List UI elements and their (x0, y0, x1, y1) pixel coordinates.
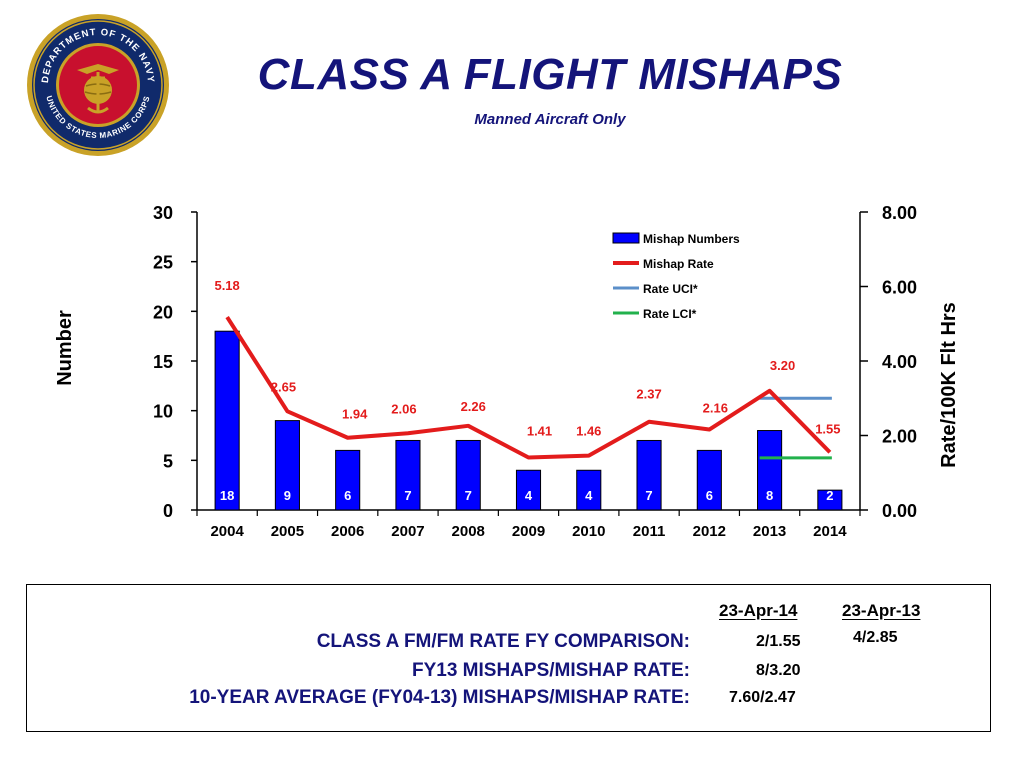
rate-label-2008: 2.26 (461, 399, 486, 414)
right-tick-label: 2.00 (882, 427, 917, 447)
left-tick-label: 10 (153, 402, 173, 422)
mishap-rate-line (225, 315, 832, 460)
mishap-chart: 0 5 10 15 20 25 30 0.00 2.00 4.00 6.00 8.00 2004 2005… (54, 203, 960, 540)
left-tick-label: 25 (153, 253, 173, 273)
bar-label-2010: 4 (585, 488, 593, 503)
bar-label-2007: 7 (404, 488, 411, 503)
x-tick-label: 2012 (693, 523, 726, 540)
x-tick-label: 2004 (210, 523, 244, 540)
left-tick-label: 30 (153, 203, 173, 223)
bar-2004 (214, 330, 240, 511)
fy13-mishap-rate-label: FY13 MISHAPS/MISHAP RATE: (411, 660, 690, 681)
rate-comparison-panel: 23-Apr-14 23-Apr-13 CLASS A FM/FM RATE F… (26, 584, 991, 732)
page-title: CLASS A FLIGHT MISHAPS (257, 50, 843, 99)
bar-2010 (576, 469, 602, 511)
rate-label-2004: 5.18 (214, 278, 239, 293)
x-tick-label: 2013 (753, 523, 786, 540)
bar-2014 (817, 489, 843, 511)
rate-label-2013: 3.20 (770, 358, 795, 373)
page-subtitle: Manned Aircraft Only (474, 111, 626, 128)
bar-2005 (274, 420, 300, 511)
legend-label-rate-lci: Rate LCI* (643, 307, 697, 321)
right-tick-label: 6.00 (882, 278, 917, 298)
bar-2007 (395, 439, 421, 511)
bar-label-2006: 6 (344, 488, 351, 503)
bar-label-2004: 18 (220, 488, 234, 503)
ten-year-average-label: 10-YEAR AVERAGE (FY04-13) MISHAPS/MISHAP… (189, 687, 690, 708)
left-tick-label: 15 (153, 352, 173, 372)
rate-label-2005: 2.65 (271, 379, 296, 394)
x-tick-label: 2010 (572, 523, 605, 540)
rate-label-2006: 1.94 (342, 407, 368, 422)
rate-label-2011: 2.37 (636, 387, 661, 402)
x-tick-label: 2014 (813, 523, 847, 540)
bar-label-2013: 8 (766, 488, 773, 503)
legend-label-mishap-numbers: Mishap Numbers (643, 232, 740, 246)
fy13-mishap-rate-value: 8/3.20 (756, 662, 801, 679)
bar-label-2008: 7 (465, 488, 472, 503)
x-tick-label: 2005 (271, 523, 304, 540)
column-header-current: 23-Apr-14 (719, 601, 798, 620)
right-tick-label: 0.00 (882, 501, 917, 521)
bar-label-2011: 7 (645, 488, 652, 503)
left-tick-label: 0 (163, 501, 173, 521)
x-tick-label: 2006 (331, 523, 364, 540)
rate-label-2012: 2.16 (703, 401, 728, 416)
fm-rate-comparison-current: 2/1.55 (756, 633, 801, 650)
x-tick-label: 2009 (512, 523, 545, 540)
y-axis-title-right: Rate/100K Flt Hrs (938, 302, 960, 468)
bar-2012 (696, 449, 722, 511)
rate-label-2009: 1.41 (527, 423, 552, 438)
bar-2009 (515, 469, 542, 511)
ten-year-average-value: 7.60/2.47 (729, 689, 796, 706)
department-of-the-navy-seal: DEPARTMENT OF THE NAVY UNITED STATES MAR… (27, 14, 169, 156)
bar-2006 (335, 449, 361, 511)
fm-rate-comparison-previous: 4/2.85 (853, 629, 898, 646)
x-tick-label: 2011 (633, 523, 666, 540)
bar-label-2014: 2 (826, 488, 833, 503)
x-tick-label: 2008 (452, 523, 485, 540)
x-tick-label: 2007 (391, 523, 424, 540)
legend-label-mishap-rate: Mishap Rate (643, 257, 714, 271)
right-tick-label: 4.00 (882, 352, 917, 372)
bar-2008 (455, 439, 481, 511)
y-axis-title: Number (54, 310, 76, 386)
right-tick-label: 8.00 (882, 203, 917, 223)
bar-2011 (636, 439, 662, 511)
left-tick-label: 5 (163, 451, 173, 471)
fm-rate-comparison-label: CLASS A FM/FM RATE FY COMPARISON: (316, 631, 690, 652)
column-header-previous: 23-Apr-13 (842, 601, 921, 620)
bar-label-2005: 9 (284, 488, 291, 503)
bar-label-2009: 4 (525, 488, 533, 503)
rate-label-2014: 1.55 (815, 421, 840, 436)
legend-label-rate-uci: Rate UCI* (643, 282, 698, 296)
left-tick-label: 20 (153, 302, 173, 322)
bar-2013 (757, 430, 783, 511)
rate-label-2010: 1.46 (576, 424, 601, 439)
legend-swatch-mishap-numbers (612, 232, 640, 244)
eagle-globe-anchor-icon (77, 64, 119, 114)
bar-label-2012: 6 (706, 488, 713, 503)
rate-label-2007: 2.06 (391, 401, 416, 416)
